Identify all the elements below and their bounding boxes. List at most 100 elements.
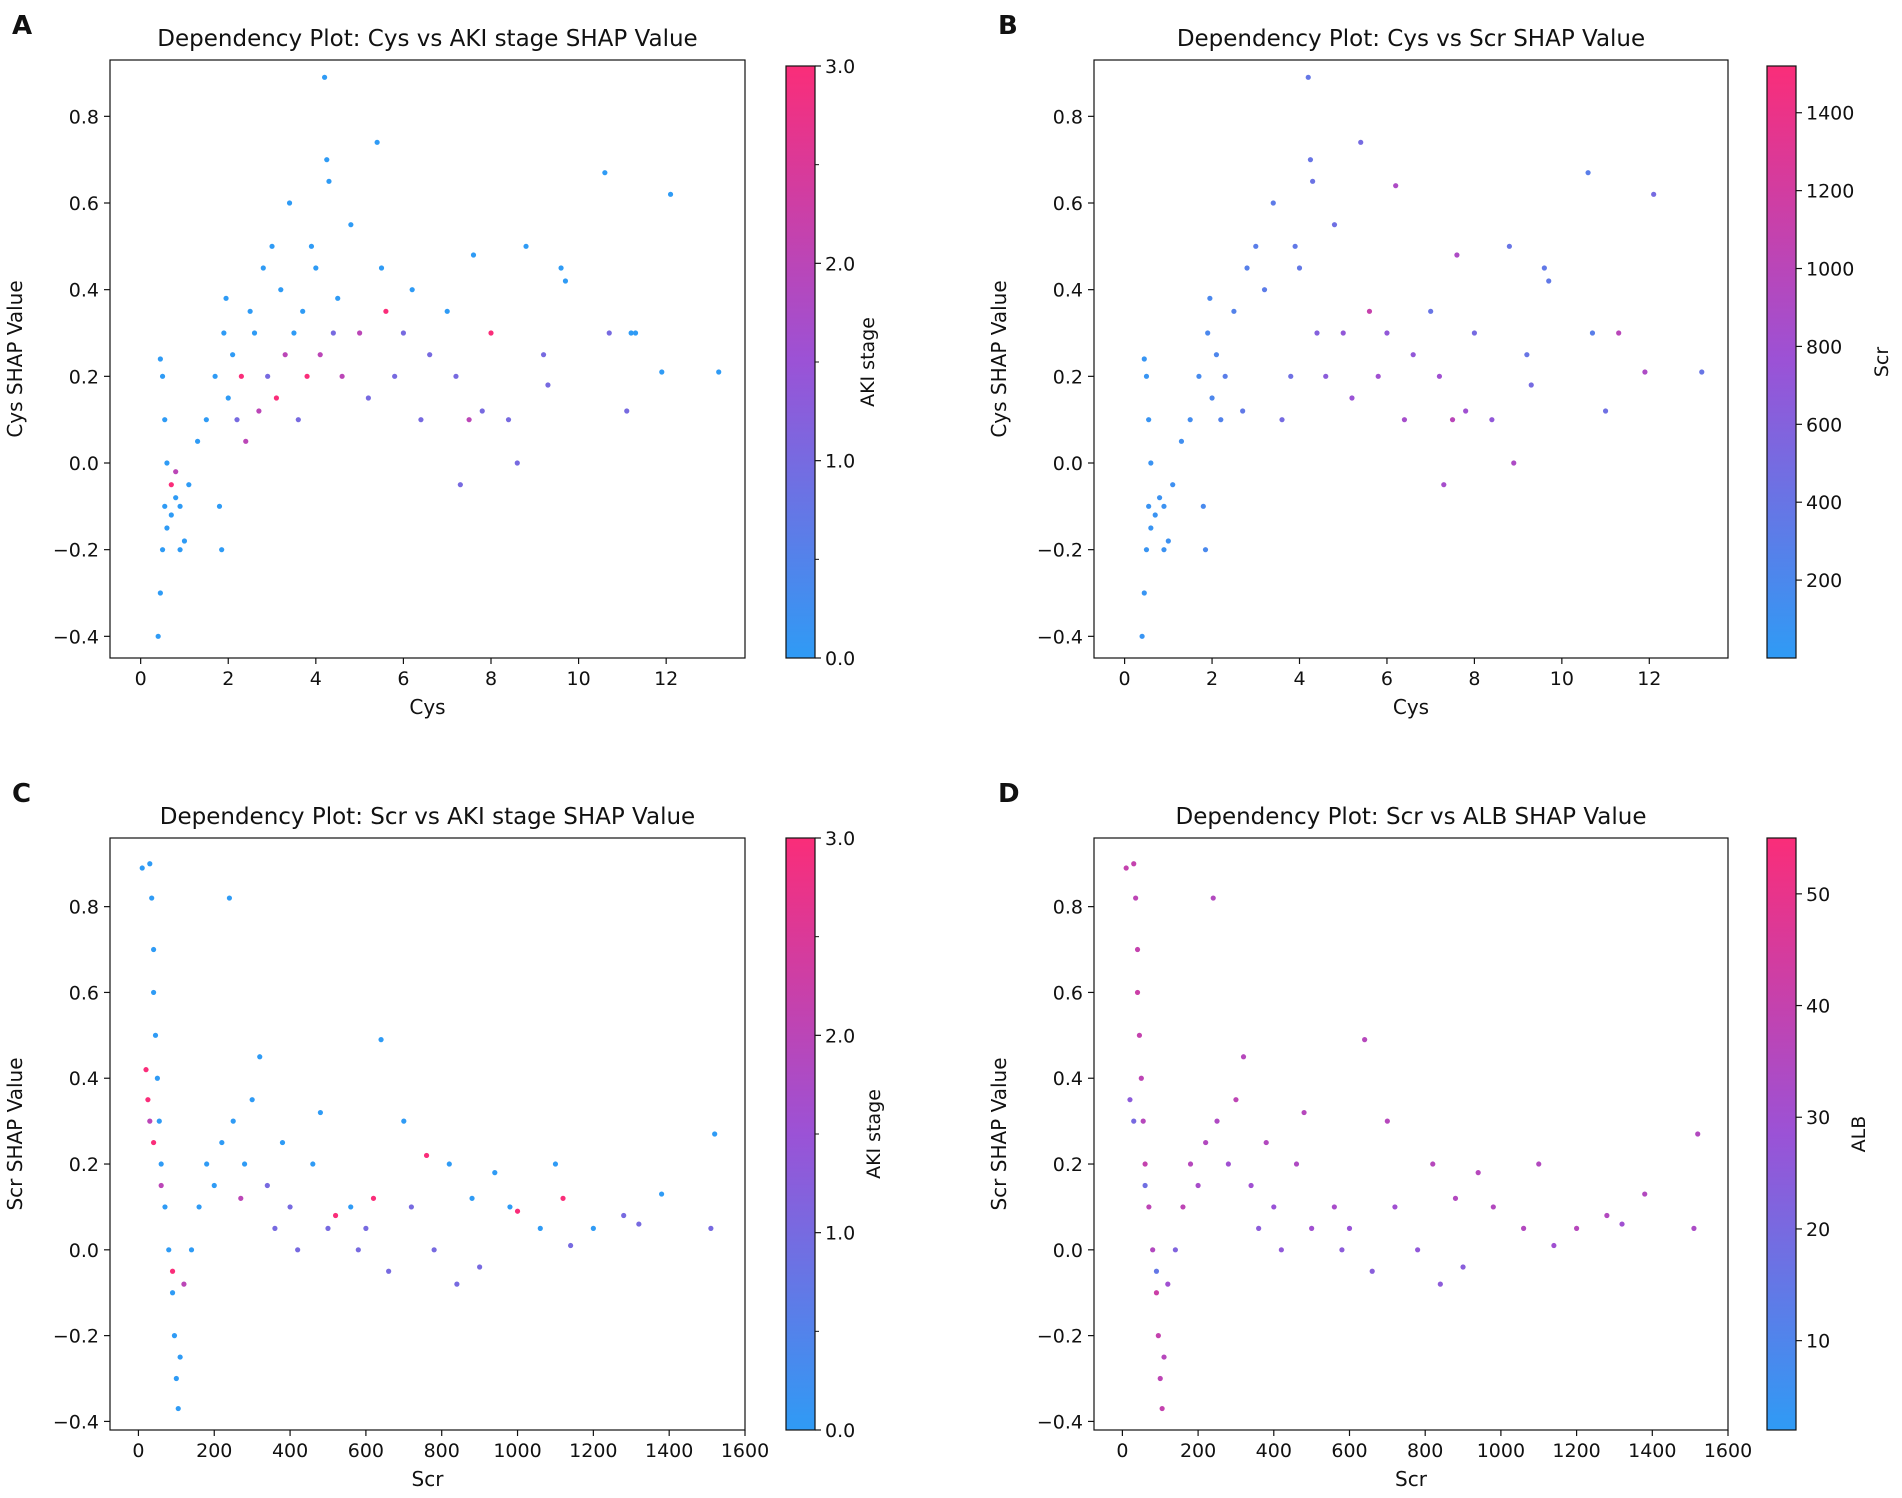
chart-title: Dependency Plot: Cys vs Scr SHAP Value [1177, 26, 1645, 52]
y-tick-label: 0.2 [1053, 366, 1083, 388]
panel-a: A Dependency Plot: Cys vs AKI stage SHAP … [3, 11, 879, 719]
x-tick-label: 800 [1407, 1440, 1443, 1462]
data-point [1159, 1405, 1165, 1412]
y-axis-label: Cys SHAP Value [987, 280, 1011, 437]
data-point [378, 1037, 384, 1043]
data-point [1148, 460, 1154, 466]
data-point [203, 417, 209, 423]
y-tick-label: 0.4 [69, 1068, 99, 1090]
data-point [1314, 330, 1320, 336]
data-point [196, 1204, 202, 1210]
data-point [514, 1208, 521, 1214]
data-point [168, 482, 174, 488]
data-point [636, 1221, 642, 1227]
x-tick-label: 200 [196, 1440, 232, 1462]
data-point [1140, 1118, 1146, 1124]
data-point [173, 1375, 179, 1382]
data-point [249, 1097, 255, 1103]
data-point [173, 495, 179, 501]
data-point [226, 895, 233, 901]
colorbar-tick-label: 2.0 [825, 1025, 855, 1047]
data-point [1134, 946, 1141, 953]
data-point [431, 1247, 437, 1253]
panel-b: B Dependency Plot: Cys vs Scr SHAP Value 0… [987, 11, 1893, 719]
data-point [537, 1225, 543, 1231]
data-point [295, 417, 301, 423]
data-point [1699, 369, 1705, 375]
data-point [147, 861, 153, 867]
data-point [1209, 395, 1215, 401]
data-point [1366, 308, 1373, 314]
data-point [238, 1195, 244, 1201]
data-point [708, 1225, 714, 1231]
colorbar-label: Scr [1871, 347, 1893, 378]
data-point [1253, 243, 1259, 249]
data-point [186, 482, 192, 488]
data-point [1642, 1191, 1648, 1197]
data-point [1349, 395, 1355, 401]
data-point [1213, 352, 1220, 358]
data-point [194, 438, 201, 444]
data-point [1152, 512, 1158, 518]
data-point [1153, 1290, 1160, 1296]
data-point [169, 1290, 176, 1296]
data-point [453, 373, 459, 379]
data-point [659, 369, 665, 375]
colorbar-label: ALB [1848, 1116, 1870, 1153]
data-point [1449, 417, 1456, 423]
x-tick-label: 6 [1381, 668, 1393, 690]
data-point [321, 74, 328, 80]
panel-c: C Dependency Plot: Scr vs AKI stage SHAP … [3, 779, 885, 1491]
data-point [427, 352, 433, 358]
data-point [1375, 373, 1381, 379]
x-tick-label: 0 [132, 1440, 144, 1462]
data-point [273, 395, 280, 401]
data-point [1231, 308, 1237, 314]
data-point [162, 503, 168, 509]
data-point [1240, 408, 1246, 414]
data-point [1133, 895, 1139, 901]
colorbar-tick-label: 1.0 [825, 451, 855, 473]
data-point [1178, 438, 1185, 444]
data-point [378, 265, 385, 271]
data-point [1293, 1161, 1300, 1167]
data-point [348, 222, 354, 228]
data-point [157, 356, 163, 362]
plot-frame [109, 59, 746, 659]
data-point [1202, 547, 1209, 553]
data-point [1401, 417, 1408, 423]
data-point [335, 295, 341, 301]
data-point [1138, 1075, 1144, 1081]
x-tick-label: 1600 [721, 1440, 769, 1462]
data-point [1157, 1375, 1163, 1382]
data-point [177, 1354, 183, 1360]
x-tick-label: 10 [1550, 668, 1574, 690]
data-point [507, 1204, 513, 1210]
data-point [1392, 1204, 1398, 1210]
data-point [1415, 1247, 1421, 1253]
data-point [1536, 1161, 1542, 1167]
data-point [1146, 503, 1152, 509]
data-point [168, 512, 174, 518]
data-point [1222, 373, 1228, 379]
scatter-points [1139, 74, 1705, 639]
data-point [143, 1067, 149, 1073]
data-point [175, 1405, 181, 1412]
data-point [286, 200, 293, 206]
data-point [230, 1118, 236, 1124]
data-point [1362, 1037, 1368, 1043]
data-point [466, 417, 472, 423]
y-tick-label: 0.8 [1053, 897, 1083, 919]
data-point [1546, 278, 1552, 284]
data-point [150, 989, 157, 996]
data-point [317, 352, 323, 358]
data-point [1511, 460, 1517, 466]
data-point [181, 538, 188, 544]
x-tick-label: 1600 [1704, 1440, 1752, 1462]
x-axis-label: Cys [1393, 695, 1429, 719]
plot-frame [1093, 59, 1729, 659]
data-point [716, 369, 722, 375]
data-point [251, 330, 258, 336]
data-point [523, 243, 529, 249]
